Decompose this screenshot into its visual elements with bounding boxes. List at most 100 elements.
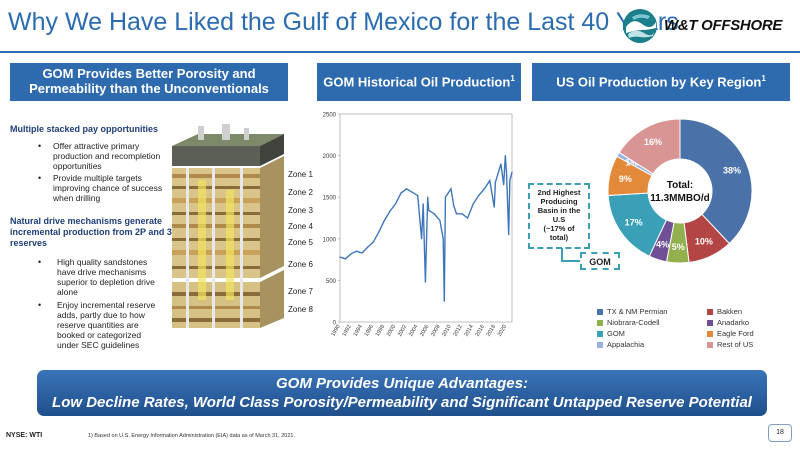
data-point <box>417 194 419 197</box>
legend-label: Eagle Ford <box>717 329 754 338</box>
legend-item: Eagle Ford <box>707 329 754 338</box>
data-point <box>467 217 469 219</box>
data-point <box>383 219 385 222</box>
y-tick-label: 0 <box>333 321 337 327</box>
legend-swatch <box>707 331 713 338</box>
section-heading-drive-mechanisms: Natural drive mechanisms generate increm… <box>10 216 178 248</box>
middle-header-label: GOM Historical Oil Production <box>323 74 511 90</box>
data-point <box>367 246 369 248</box>
y-tick-label: 1000 <box>323 237 337 243</box>
zone-label: Zone 8 <box>288 305 313 314</box>
gom-callout-box: 2nd Highest Producing Basin in the U.S (… <box>528 183 590 249</box>
slice-label: 16% <box>644 137 662 147</box>
x-tick-label: 2010 <box>441 324 452 338</box>
callout-line: U.S <box>552 215 566 224</box>
legend-label: Appalachia <box>607 340 645 349</box>
data-point <box>450 188 452 190</box>
left-panel-header: GOM Provides Better Porosity and Permeab… <box>10 63 288 101</box>
slice-label: 38% <box>723 165 741 175</box>
legend-item: Niobrara-Codell <box>597 318 660 327</box>
legend-swatch <box>597 309 603 316</box>
data-point <box>453 204 455 207</box>
gom-label-box: GOM <box>580 252 620 270</box>
data-point <box>444 196 447 198</box>
callout-line: Basin in the <box>537 206 581 215</box>
zone-label: Zone 4 <box>288 222 313 231</box>
data-point <box>511 171 513 173</box>
x-tick-label: 2018 <box>486 324 497 338</box>
x-tick-label: 2012 <box>452 324 463 338</box>
data-point <box>427 196 429 198</box>
bullet-dot: • <box>38 173 42 183</box>
x-tick-label: 1990 <box>330 324 341 338</box>
slice-label: 9% <box>619 174 632 184</box>
data-point <box>472 203 474 205</box>
data-point <box>439 219 441 222</box>
data-point <box>424 281 427 283</box>
data-point <box>394 203 397 205</box>
data-point <box>411 191 413 193</box>
wave-logo-icon <box>623 9 657 43</box>
callout-line: (~17% of <box>543 224 575 233</box>
data-point <box>508 234 510 236</box>
data-point <box>420 238 423 240</box>
banner-line-1: GOM Provides Unique Advantages: <box>276 375 528 392</box>
pie-slice <box>679 118 753 245</box>
legend-label: TX & NM Permian <box>607 307 668 316</box>
y-tick-label: 500 <box>326 279 337 285</box>
zone-label: Zone 2 <box>288 188 313 197</box>
ticker-label: NYSE: WTI <box>6 432 43 439</box>
slice-label: 17% <box>625 217 643 227</box>
data-point <box>504 155 506 157</box>
slice-label: 1% <box>625 157 638 167</box>
data-point <box>461 213 463 215</box>
data-point <box>405 188 408 190</box>
bullet-item: Provide multiple targets improving chanc… <box>53 173 163 203</box>
callout-line: Producing <box>540 197 578 206</box>
x-tick-label: 2008 <box>430 324 441 338</box>
bullet-dot: • <box>38 300 42 310</box>
legend-swatch <box>707 320 713 327</box>
oil-production-line-chart: 0 500 1000 1500 2000 2500 1990 1992 1994 1996 1998… <box>323 113 513 338</box>
right-panel-header: US Oil Production by Key Region1 <box>532 63 790 101</box>
x-tick-label: 2014 <box>464 324 475 338</box>
section-heading-stacked-pay: Multiple stacked pay opportunities <box>10 124 159 134</box>
plot-area <box>339 113 513 323</box>
middle-panel-header-text: GOM Historical Oil Production1 <box>323 74 515 90</box>
left-panel-header-text: GOM Provides Better Porosity and Permeab… <box>29 66 269 96</box>
data-point <box>503 184 505 186</box>
advantages-banner: GOM Provides Unique Advantages: Low Decl… <box>37 370 767 416</box>
legend-swatch <box>597 331 603 338</box>
data-point <box>361 252 363 254</box>
right-header-sup: 1 <box>761 73 766 83</box>
pie-center-label: Total: <box>667 180 693 191</box>
data-point <box>443 300 445 302</box>
data-point <box>500 163 502 165</box>
callout-connector <box>561 248 580 262</box>
y-tick-label: 2000 <box>323 154 337 160</box>
x-tick-label: 2002 <box>397 324 408 338</box>
data-point <box>493 206 495 208</box>
pie-slice <box>618 118 681 175</box>
legend-item: TX & NM Permian <box>597 307 667 316</box>
data-point <box>422 203 424 205</box>
page-title: Why We Have Liked the Gulf of Mexico for… <box>8 8 679 36</box>
data-point <box>378 231 380 233</box>
legend-label: Bakken <box>717 307 743 316</box>
legend-item: GOM <box>597 329 625 338</box>
x-tick-label: 2000 <box>386 324 397 338</box>
y-tick-label: 1500 <box>323 196 337 202</box>
data-point <box>400 192 402 194</box>
pie-center-value: 11.3MMBO/d <box>650 193 709 204</box>
data-point <box>483 188 485 190</box>
data-point <box>489 179 491 182</box>
legend-swatch <box>597 342 603 349</box>
banner-line-2: Low Decline Rates, World Class Porosity/… <box>52 394 752 411</box>
legend-swatch <box>707 309 713 316</box>
bullet-item: High quality sandstones have drive mecha… <box>57 257 155 297</box>
x-tick-label: 1994 <box>353 324 364 338</box>
legend-label: Rest of US <box>717 340 754 349</box>
legend-swatch <box>597 320 603 327</box>
slice-label: 4% <box>656 239 669 249</box>
y-tick-label: 2500 <box>323 113 337 119</box>
